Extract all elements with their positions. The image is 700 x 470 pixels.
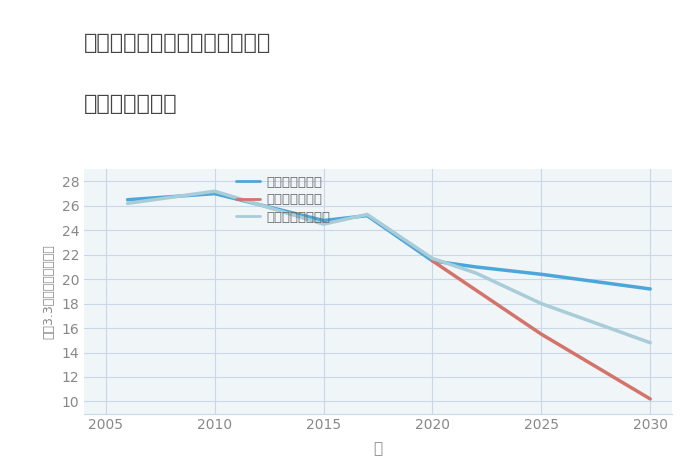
グッドシナリオ — [211, 191, 219, 196]
Text: 土地の価格推移: 土地の価格推移 — [84, 94, 178, 114]
ノーマルシナリオ — [472, 270, 480, 276]
バッドシナリオ — [428, 258, 437, 264]
Line: ノーマルシナリオ: ノーマルシナリオ — [127, 191, 650, 343]
バッドシナリオ — [537, 331, 545, 337]
ノーマルシナリオ — [211, 188, 219, 194]
ノーマルシナリオ — [646, 340, 654, 345]
グッドシナリオ — [123, 197, 132, 203]
Text: 愛知県北設楽郡豊根村坂宇場の: 愛知県北設楽郡豊根村坂宇場の — [84, 33, 272, 53]
Line: グッドシナリオ: グッドシナリオ — [127, 194, 650, 289]
ノーマルシナリオ — [363, 212, 371, 217]
X-axis label: 年: 年 — [373, 441, 383, 456]
Legend: グッドシナリオ, バッドシナリオ, ノーマルシナリオ: グッドシナリオ, バッドシナリオ, ノーマルシナリオ — [236, 176, 330, 224]
グッドシナリオ — [537, 272, 545, 277]
Line: バッドシナリオ: バッドシナリオ — [433, 261, 650, 399]
グッドシナリオ — [363, 213, 371, 219]
ノーマルシナリオ — [123, 201, 132, 206]
グッドシナリオ — [319, 218, 328, 223]
ノーマルシナリオ — [428, 256, 437, 261]
Y-axis label: 坪（3.3㎡）単価（万円）: 坪（3.3㎡）単価（万円） — [43, 244, 56, 339]
ノーマルシナリオ — [319, 221, 328, 227]
グッドシナリオ — [472, 264, 480, 270]
グッドシナリオ — [646, 286, 654, 292]
ノーマルシナリオ — [537, 301, 545, 306]
グッドシナリオ — [428, 258, 437, 264]
バッドシナリオ — [646, 396, 654, 402]
